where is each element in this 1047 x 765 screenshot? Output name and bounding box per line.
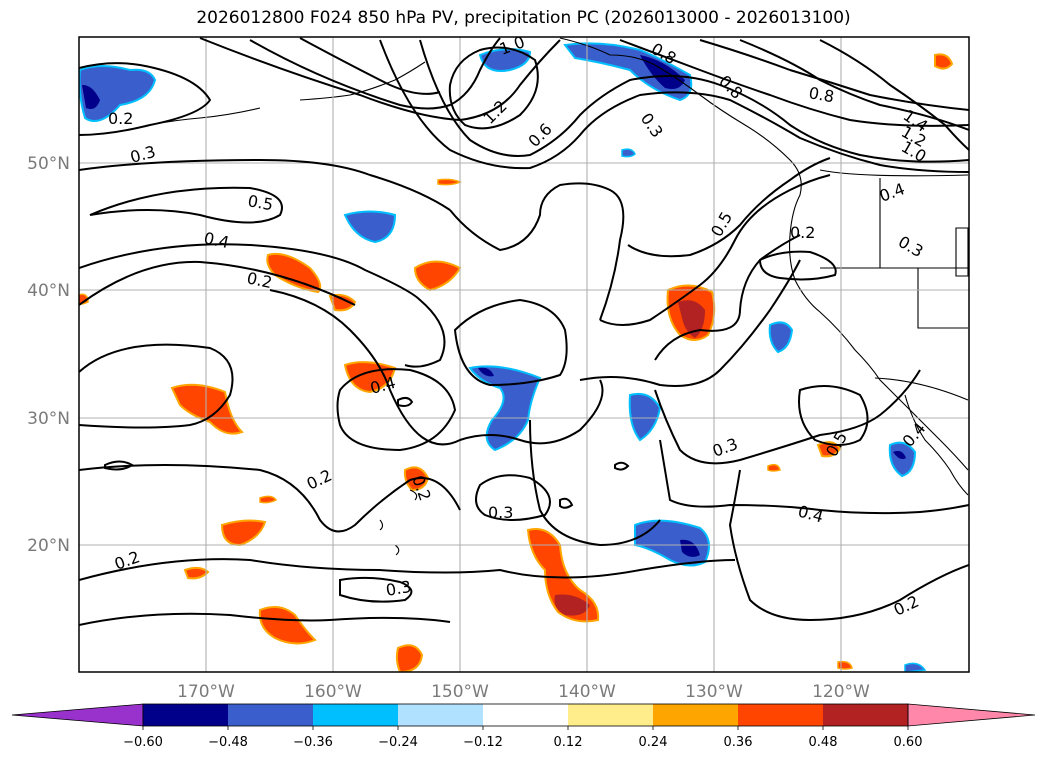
lat-label: 50°N — [27, 154, 70, 174]
colorbar-tick-label: −0.36 — [293, 735, 333, 750]
colorbar-tick-label: −0.24 — [378, 735, 418, 750]
pv-contours — [79, 37, 969, 626]
lon-label: 130°W — [685, 682, 743, 702]
colorbar-tick-label: −0.12 — [463, 735, 503, 750]
colorbar-swatch — [483, 704, 568, 726]
lon-label: 120°W — [812, 682, 870, 702]
contour-label: 0.2 — [108, 109, 133, 128]
contour-label: 0.2 — [790, 223, 815, 242]
colorbar-frame — [142, 703, 909, 727]
lon-label: 160°W — [304, 682, 362, 702]
colorbar-tick-label: 0.36 — [724, 735, 753, 750]
latitude-labels: 50°N 40°N 30°N 20°N — [27, 154, 70, 556]
lon-label: 170°W — [177, 682, 235, 702]
map-title: 2026012800 F024 850 hPa PV, precipitatio… — [196, 8, 851, 28]
colorbar: −0.60 −0.48 −0.36 −0.24 −0.12 0.12 0.24 0.36 0.4… — [11, 703, 1036, 750]
colorbar-swatch — [738, 704, 823, 726]
map-frame — [78, 36, 970, 673]
lon-label: 150°W — [431, 682, 489, 702]
map-area[interactable] — [79, 37, 969, 672]
contour-label: 0.5 — [246, 191, 274, 214]
contour-label: 0.3 — [384, 577, 412, 600]
colorbar-swatch — [228, 704, 313, 726]
colorbar-swatch — [398, 704, 483, 726]
lat-label: 30°N — [27, 409, 70, 429]
colorbar-swatch — [143, 704, 228, 726]
contour-label: 0.4 — [202, 228, 231, 252]
colorbar-tick-label: 0.24 — [639, 735, 668, 750]
precip-positive-patches — [79, 53, 954, 672]
colorbar-extend-low — [11, 703, 144, 727]
colorbar-tick-label: 0.60 — [894, 735, 923, 750]
colorbar-swatch — [653, 704, 738, 726]
contour-label: 0.3 — [488, 503, 513, 522]
colorbar-swatch — [823, 704, 908, 726]
colorbar-tick-label: 0.12 — [554, 735, 583, 750]
contour-label: 0.2 — [245, 268, 274, 292]
colorbar-tick-label: −0.48 — [208, 735, 248, 750]
colorbar-swatch — [568, 704, 653, 726]
colorbar-swatch — [313, 704, 398, 726]
colorbar-tick-label: −0.60 — [123, 735, 163, 750]
longitude-labels: 170°W 160°W 150°W 140°W 130°W 120°W — [177, 682, 870, 702]
contour-label: 0.8 — [807, 83, 835, 106]
lat-label: 20°N — [27, 536, 70, 556]
graticule — [79, 37, 969, 672]
colorbar-extend-high — [907, 703, 1036, 727]
colorbar-tick-label: 0.48 — [809, 735, 838, 750]
lat-label: 40°N — [27, 281, 70, 301]
lon-label: 140°W — [558, 682, 616, 702]
